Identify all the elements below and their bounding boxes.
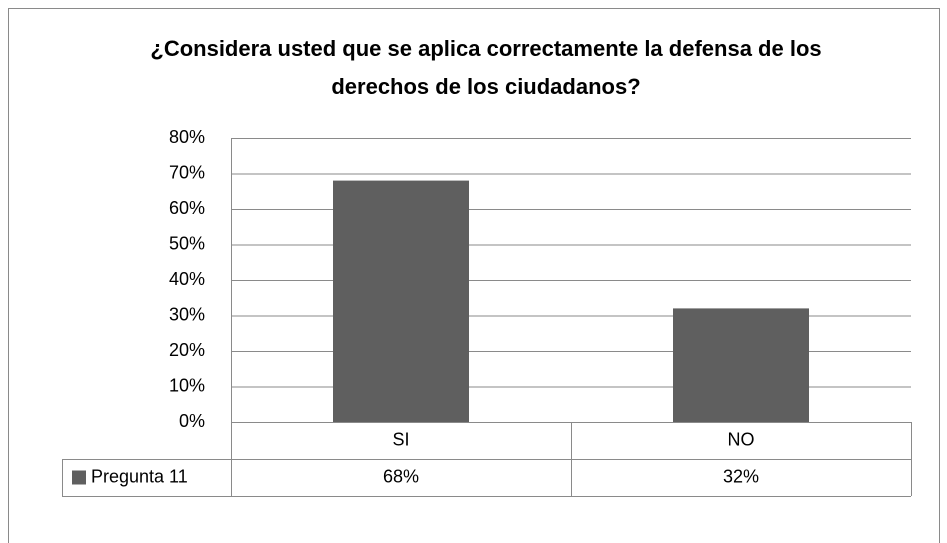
y-tick-label: 40% bbox=[169, 269, 205, 289]
bar bbox=[673, 308, 809, 422]
y-tick-label: 0% bbox=[179, 411, 205, 431]
x-tick-label: SI bbox=[392, 429, 409, 449]
y-tick-label: 10% bbox=[169, 375, 205, 395]
bar bbox=[333, 180, 469, 422]
table-value: 68% bbox=[383, 466, 419, 486]
x-tick-label: NO bbox=[728, 429, 755, 449]
chart-border bbox=[8, 8, 940, 543]
y-tick-label: 30% bbox=[169, 304, 205, 324]
table-value: 32% bbox=[723, 466, 759, 486]
y-tick-label: 80% bbox=[169, 127, 205, 147]
y-tick-label: 60% bbox=[169, 198, 205, 218]
legend-label: Pregunta 11 bbox=[91, 466, 188, 486]
y-tick-label: 20% bbox=[169, 340, 205, 360]
chart-title: ¿Considera usted que se aplica correctam… bbox=[150, 36, 822, 99]
y-tick-label: 50% bbox=[169, 233, 205, 253]
legend-key bbox=[72, 470, 86, 485]
y-tick-label: 70% bbox=[169, 162, 205, 182]
